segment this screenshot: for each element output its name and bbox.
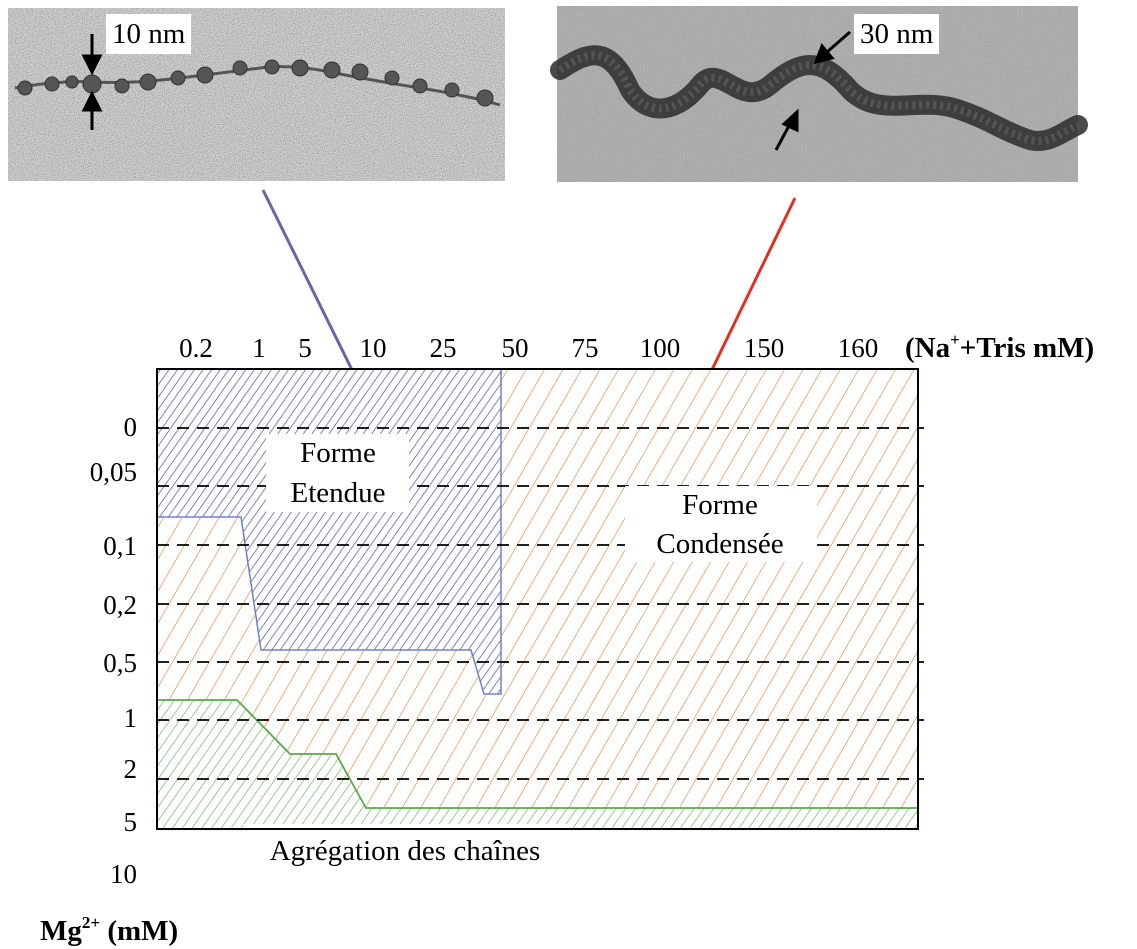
micrograph-30nm bbox=[550, 6, 1088, 182]
arrow-to-extended bbox=[261, 189, 363, 389]
left-tick: 0,2 bbox=[103, 590, 137, 620]
plot-frame bbox=[156, 368, 919, 830]
top-tick: 5 bbox=[298, 333, 312, 363]
arrow-to-condensed bbox=[706, 197, 797, 379]
top-tick: 0.2 bbox=[179, 333, 213, 363]
svg-text:Forme: Forme bbox=[300, 437, 376, 469]
left-axis-ticks: 0 0,05 0,1 0,2 0,5 1 2 5 10 bbox=[90, 412, 137, 889]
aggregation-label: Agrégation des chaînes bbox=[270, 835, 541, 867]
measure-arrows-30nm bbox=[774, 30, 851, 151]
condensed-label: Forme Condensée bbox=[656, 489, 783, 560]
phase-diagram bbox=[156, 368, 924, 872]
top-tick: 50 bbox=[502, 333, 529, 363]
svg-text:Etendue: Etendue bbox=[290, 477, 385, 509]
micrograph-10nm bbox=[8, 8, 505, 181]
top-tick: 10 bbox=[360, 333, 387, 363]
left-axis-unit: Mg2+ (mM) bbox=[40, 913, 178, 947]
left-tick: 10 bbox=[110, 859, 137, 889]
top-axis-unit: (Na++Tris mM) bbox=[905, 330, 1094, 364]
top-axis-ticks: 0.2 1 5 10 25 50 75 100 150 160 bbox=[179, 333, 878, 363]
extended-label: Forme Etendue bbox=[290, 437, 385, 509]
measure-arrows-10nm bbox=[81, 34, 103, 130]
left-tick: 5 bbox=[124, 807, 138, 837]
nucleosome-beads bbox=[14, 59, 501, 107]
scale-label-10nm: 10 nm bbox=[106, 14, 192, 54]
left-tick: 2 bbox=[124, 754, 138, 784]
left-tick: 0,05 bbox=[90, 457, 137, 487]
left-tick: 0,5 bbox=[103, 648, 137, 678]
left-tick: 0,1 bbox=[103, 531, 137, 561]
scale-label-30nm: 30 nm bbox=[854, 14, 940, 54]
top-tick: 1 bbox=[252, 333, 266, 363]
left-tick: 0 bbox=[124, 412, 138, 442]
svg-text:Forme: Forme bbox=[682, 489, 758, 521]
top-tick: 25 bbox=[430, 333, 457, 363]
top-tick: 160 bbox=[838, 333, 879, 363]
left-tick: 1 bbox=[124, 703, 138, 733]
top-tick: 75 bbox=[572, 333, 599, 363]
top-tick: 100 bbox=[640, 333, 681, 363]
top-tick: 150 bbox=[744, 333, 785, 363]
svg-text:Condensée: Condensée bbox=[656, 528, 783, 560]
